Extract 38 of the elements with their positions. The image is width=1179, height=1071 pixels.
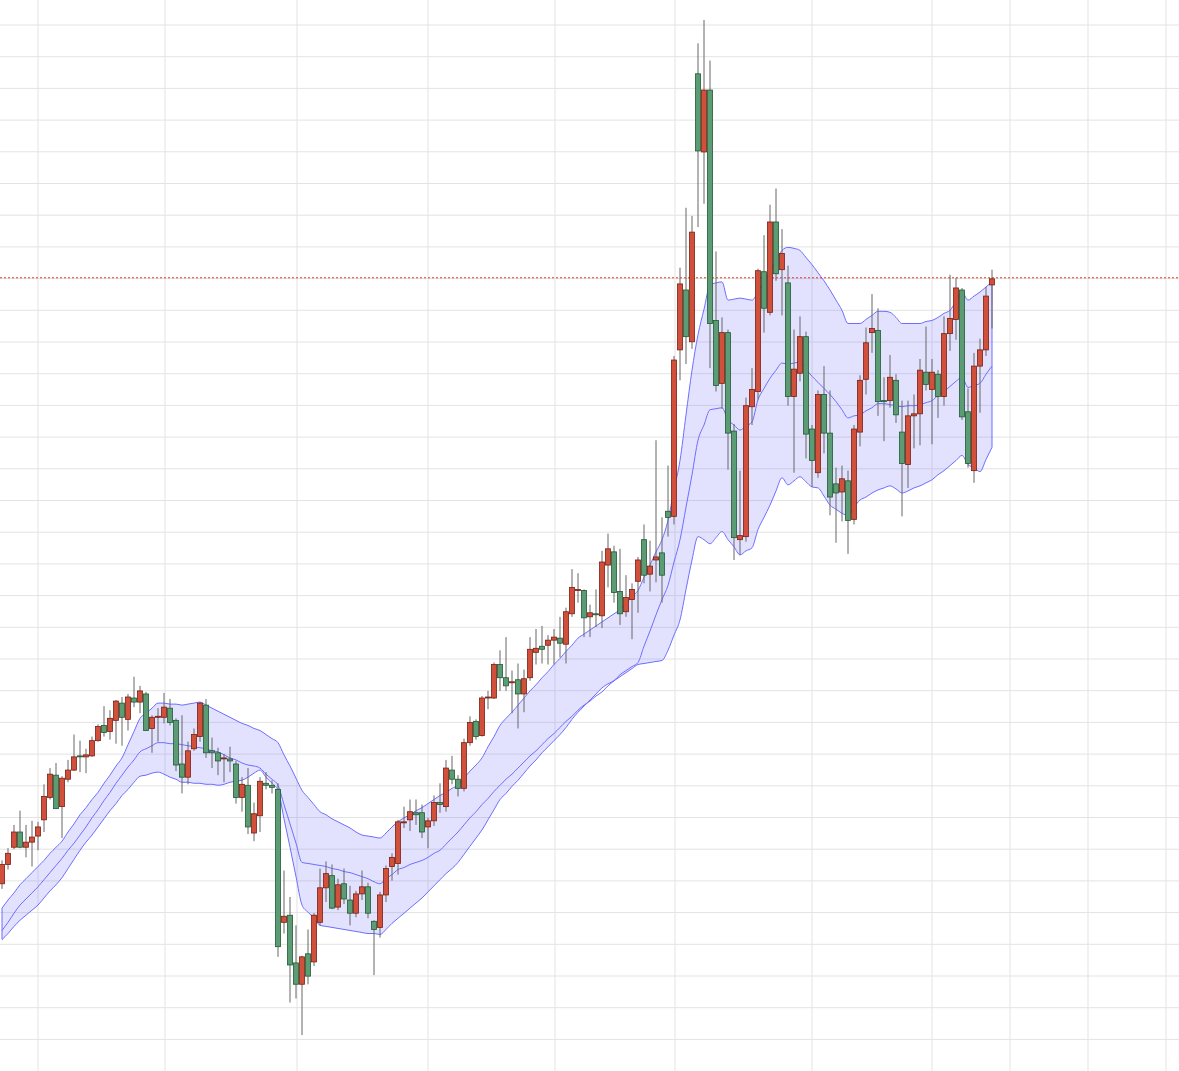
candlestick	[539, 625, 545, 665]
candlestick	[437, 782, 443, 814]
candlestick	[515, 663, 521, 729]
candlestick	[11, 824, 17, 850]
candlestick	[137, 685, 143, 714]
candlestick	[305, 928, 311, 985]
candlestick	[227, 746, 233, 773]
candlestick	[473, 718, 479, 741]
candlestick	[509, 670, 515, 714]
candlestick	[653, 439, 659, 583]
candlestick	[119, 696, 125, 747]
candlestick	[371, 919, 377, 976]
candlestick	[887, 354, 893, 409]
candlestick	[521, 669, 527, 713]
candlestick	[929, 358, 935, 445]
candlestick	[869, 293, 875, 354]
candlestick	[989, 269, 995, 330]
candlestick	[635, 556, 641, 614]
candlestick	[665, 465, 671, 538]
candlestick	[923, 326, 929, 391]
candlestick	[407, 799, 413, 832]
candlestick	[593, 588, 599, 628]
candlestick	[101, 705, 107, 738]
candlestick	[647, 540, 653, 592]
candlestick	[125, 693, 131, 731]
candlestick	[557, 616, 563, 658]
candlestick	[17, 810, 23, 849]
candlestick	[131, 676, 137, 708]
candlestick	[587, 604, 593, 638]
candlestick	[779, 228, 785, 316]
candlestick	[281, 870, 287, 934]
candlestick	[839, 465, 845, 522]
candlestick	[221, 753, 227, 783]
candlestick	[77, 740, 83, 773]
candlestick	[335, 878, 341, 911]
candlestick	[239, 776, 245, 813]
candlestick	[935, 369, 941, 419]
candlestick	[659, 516, 665, 604]
